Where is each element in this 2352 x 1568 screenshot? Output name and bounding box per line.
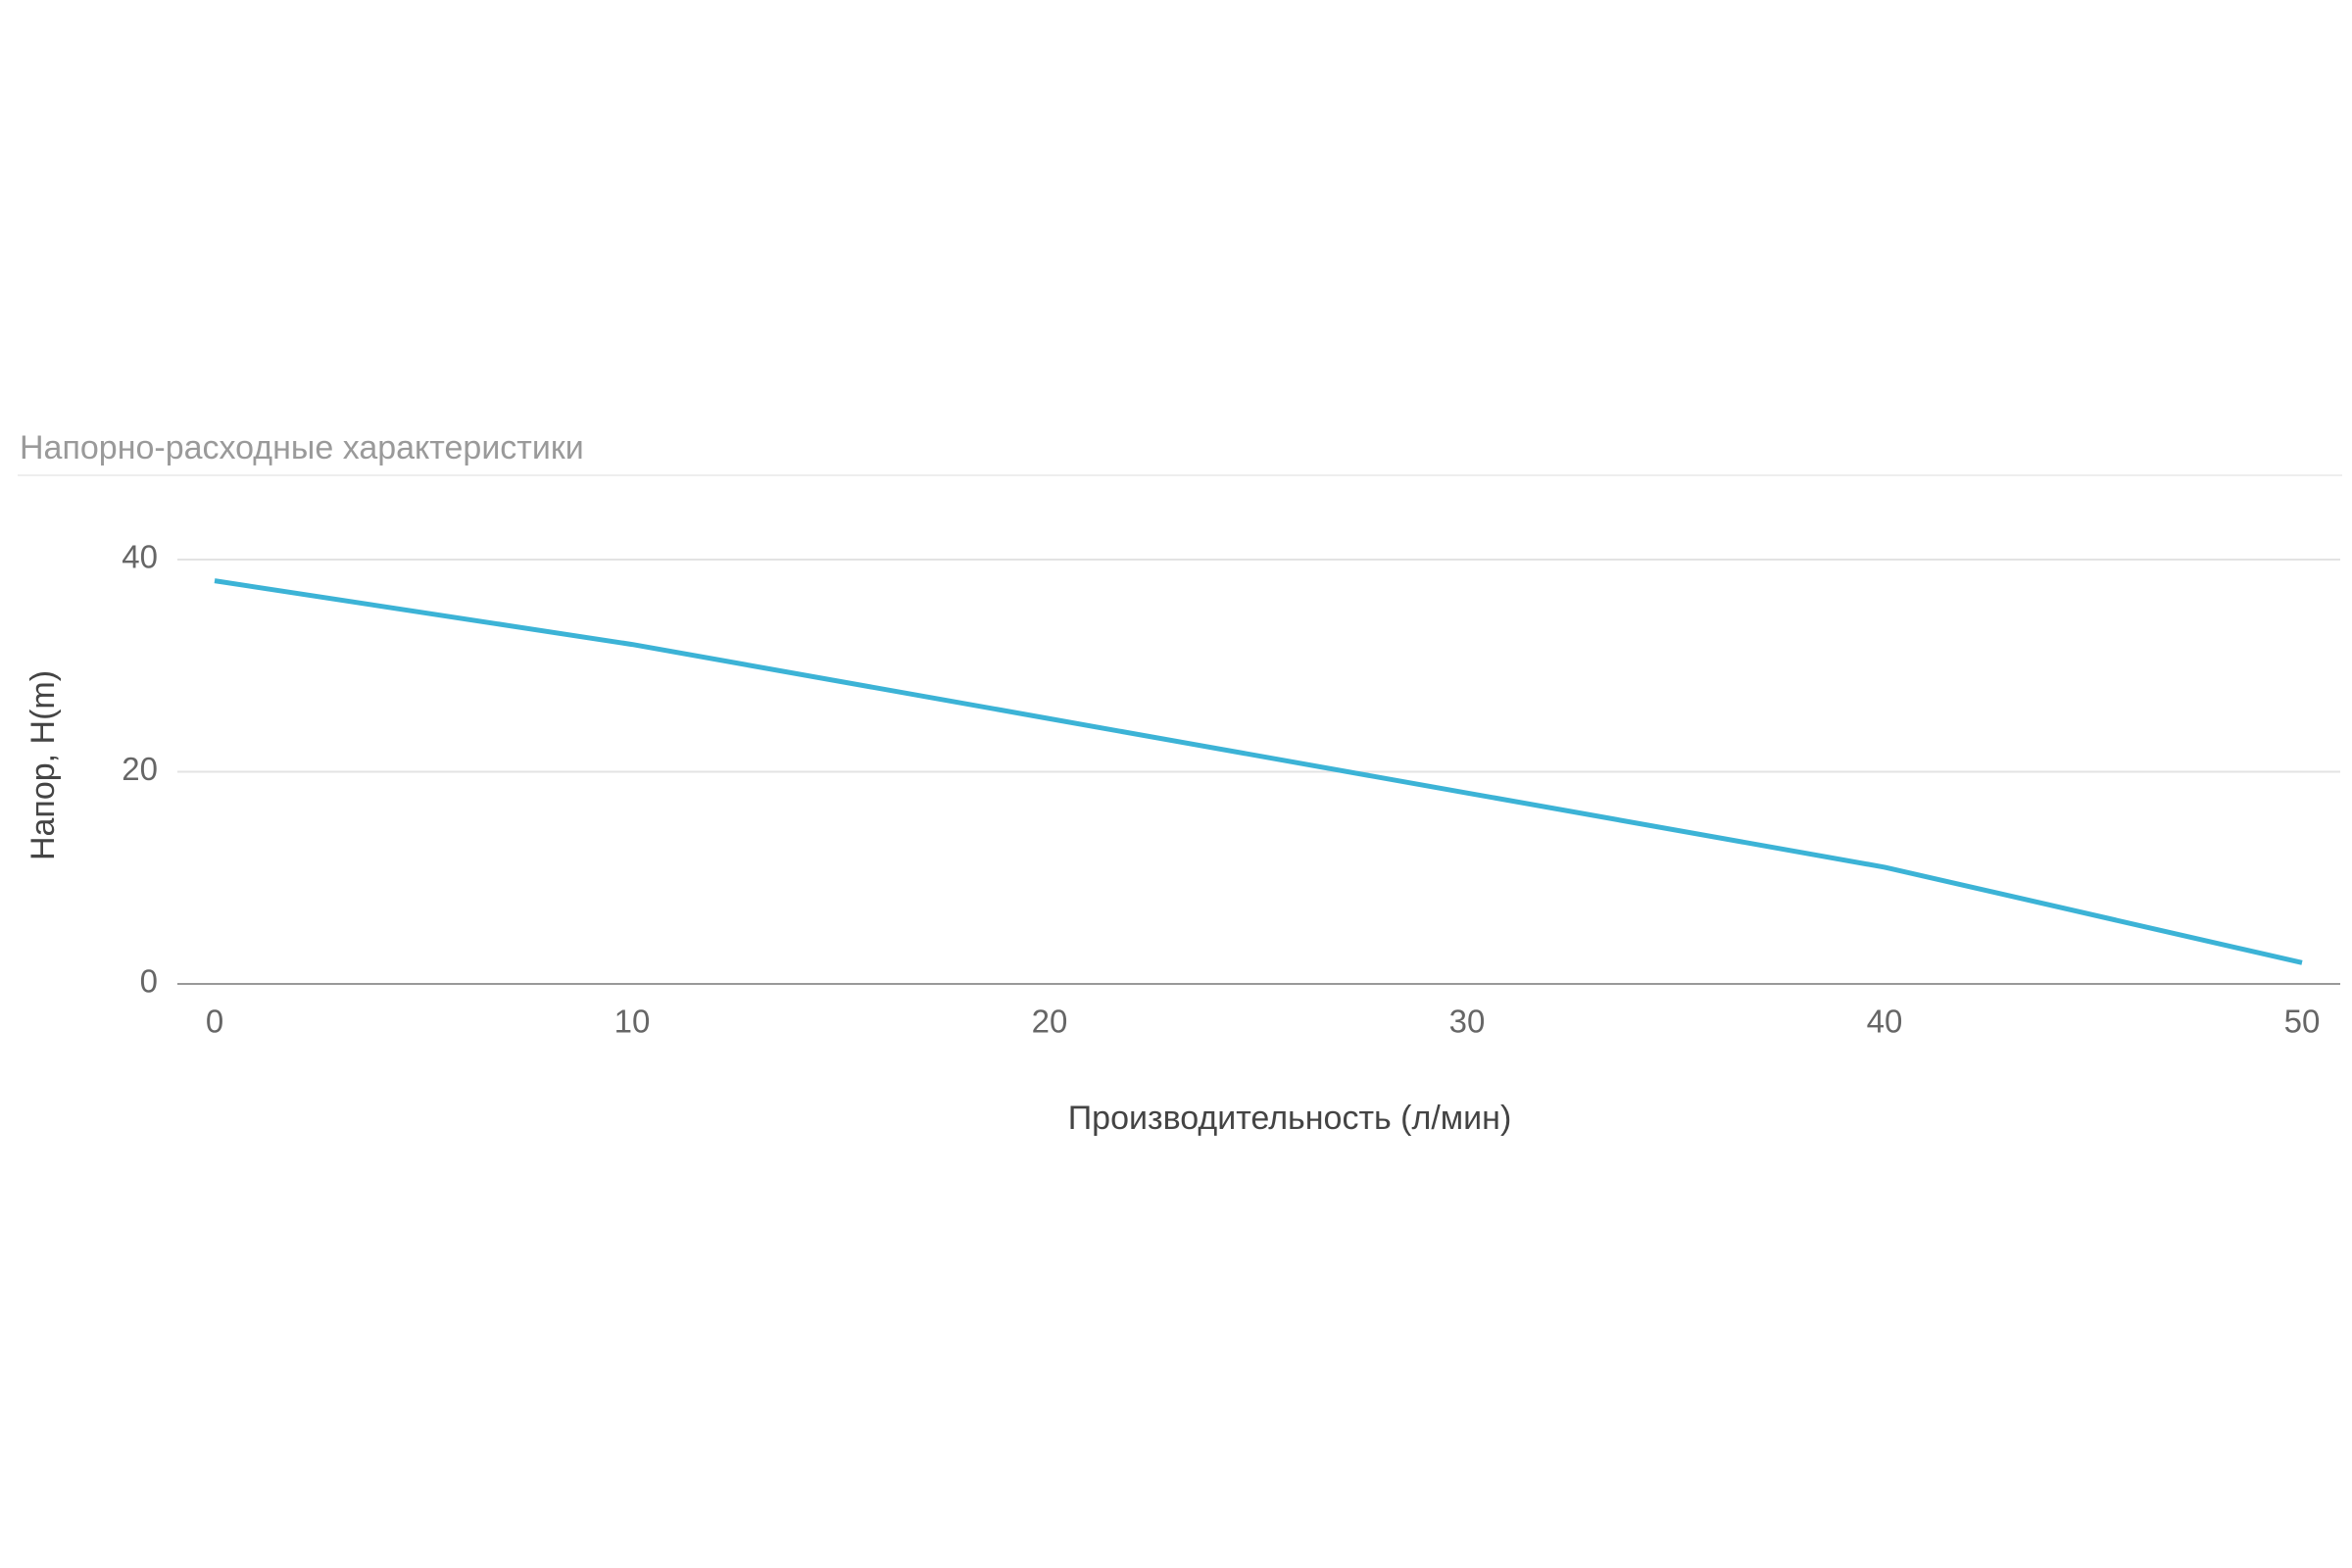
x-tick-label: 40 xyxy=(1867,1004,1903,1040)
x-tick-label: 30 xyxy=(1449,1004,1486,1040)
data-line xyxy=(214,578,2303,965)
x-tick-label: 50 xyxy=(2284,1004,2321,1040)
x-tick-label: 0 xyxy=(206,1004,223,1040)
chart-title: Напорно-расходные характеристики xyxy=(20,429,584,466)
x-tick-label: 10 xyxy=(614,1004,651,1040)
y-tick-label: 20 xyxy=(122,751,158,787)
y-axis-label: Напор, H(m) xyxy=(24,670,62,860)
y-tick-label: 40 xyxy=(122,539,158,575)
x-axis-label: Производительность (л/мин) xyxy=(1068,1100,1512,1137)
x-tick-label: 20 xyxy=(1032,1004,1068,1040)
y-tick-label: 0 xyxy=(140,963,158,1000)
